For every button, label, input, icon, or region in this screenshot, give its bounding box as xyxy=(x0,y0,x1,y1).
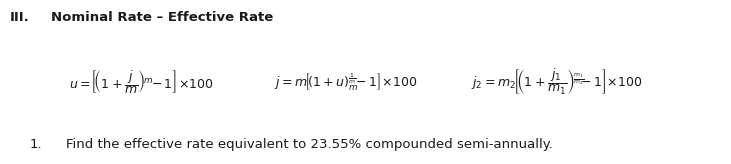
Text: $u = \!\left[\!\left(1+\dfrac{j}{m}\right)^{\!m}\!\! - 1\right]\! \times\! 100$: $u = \!\left[\!\left(1+\dfrac{j}{m}\righ… xyxy=(69,68,214,96)
Text: Nominal Rate – Effective Rate: Nominal Rate – Effective Rate xyxy=(51,11,273,24)
Text: 1.: 1. xyxy=(29,138,42,151)
Text: $j = m\!\left[\!(1+u)_{m}^{\frac{1}{m}}\!\! - 1\right]\! \times\! 100$: $j = m\!\left[\!(1+u)_{m}^{\frac{1}{m}}\… xyxy=(274,72,417,92)
Text: Find the effective rate equivalent to 23.55% compounded semi-annually.: Find the effective rate equivalent to 23… xyxy=(66,138,553,151)
Text: $j_2 = m_2\!\left[\!\left(1+\dfrac{j_1}{m_1}\right)^{\!\frac{m_1}{m_2}}\!\!\! - : $j_2 = m_2\!\left[\!\left(1+\dfrac{j_1}{… xyxy=(471,67,643,97)
Text: III.: III. xyxy=(10,11,29,24)
